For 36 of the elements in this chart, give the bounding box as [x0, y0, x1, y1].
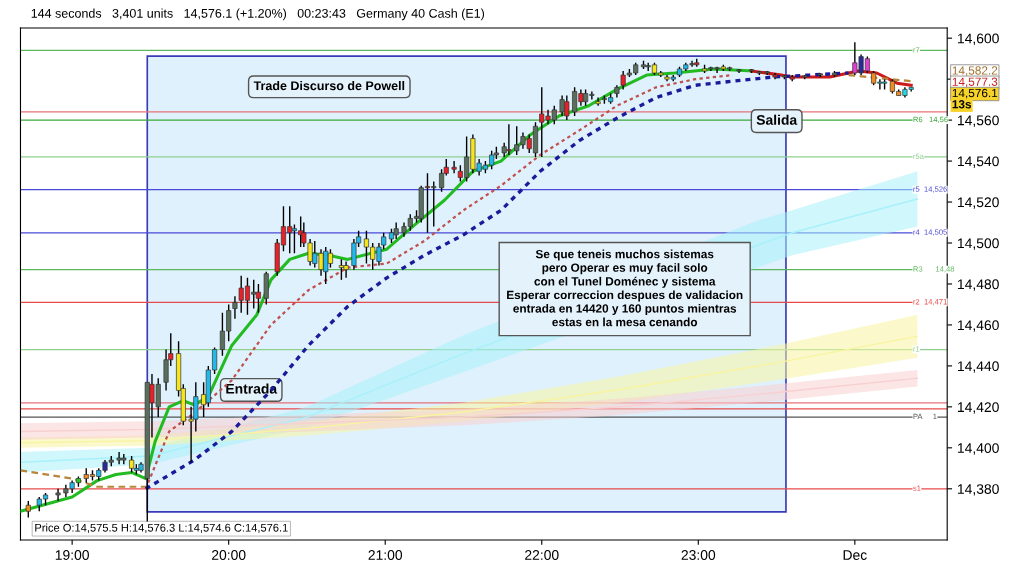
- y-tick-label: 14,540: [957, 156, 999, 168]
- y-tick-label: 14,380: [957, 484, 999, 496]
- annotation: Se que teneis muchos sistemas pero Operar es muy facil solo con el Tunel Doménec y sistema Esperar correccion despues de validacion entrada en 14420 y 160 puntos mientras estas en la mesa cenando: [507, 249, 743, 327]
- candlestick: [327, 248, 333, 269]
- candlestick: [55, 488, 61, 502]
- candlestick: [439, 168, 445, 193]
- line-series: [144, 71, 851, 491]
- x-tick-label: 23:00: [681, 550, 716, 560]
- y-tick-label: 14,480: [957, 279, 999, 291]
- x-tick-label: Dec: [843, 550, 867, 560]
- text: 13s: [952, 100, 972, 109]
- y-tick-label: 14,600: [957, 33, 999, 45]
- candlestick: [255, 283, 261, 314]
- annotation: Salida: [756, 114, 798, 125]
- x-tick-label: 22:00: [525, 550, 559, 560]
- band-label: Trade Discurso de Powell: [253, 81, 405, 91]
- y-tick-label: 14,460: [957, 320, 999, 332]
- text: 14,582.2: [952, 66, 998, 77]
- text: 14,577.3: [952, 77, 998, 88]
- annotation: Entrada: [226, 383, 278, 394]
- candlestick: [595, 96, 601, 107]
- annotation: Price O:14,575.5 H:14,576.3 L:14,574.6 C:14,576.1: [35, 523, 288, 533]
- y-tick-label: 14,440: [957, 361, 999, 373]
- x-tick-label: 21:00: [368, 550, 403, 560]
- y-tick-label: 14,500: [957, 238, 999, 250]
- x-tick-label: 20:00: [212, 550, 246, 560]
- candlestick: [232, 295, 238, 320]
- text: 14,576.1: [952, 88, 998, 99]
- y-tick-label: 14,560: [957, 115, 999, 127]
- candlestick: [451, 160, 457, 175]
- chart-title: 144 seconds 3,401 units 14,576.1 (+1.20%) 00:23:43 Germany 40 Cash (E1): [31, 8, 485, 21]
- y-tick-label: 14,420: [957, 402, 999, 414]
- y-tick-label: 14,520: [957, 197, 999, 209]
- y-tick-label: 14,400: [957, 443, 999, 455]
- candlestick: [343, 260, 349, 279]
- x-tick-label: 19:00: [55, 550, 89, 560]
